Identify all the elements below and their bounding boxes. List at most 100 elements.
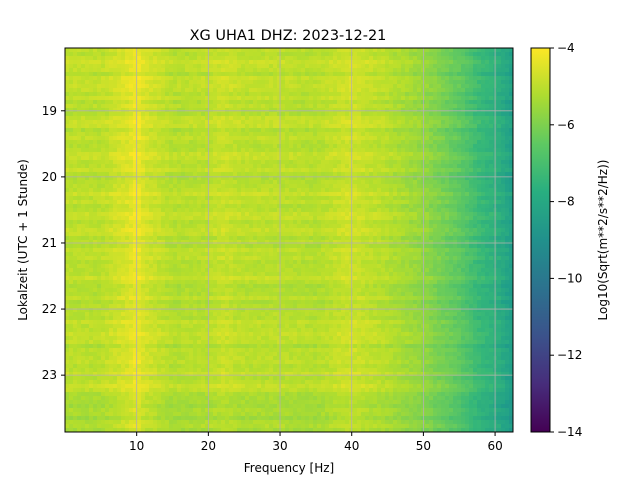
- heatmap-cell: [201, 80, 206, 85]
- heatmap-cell: [89, 52, 94, 57]
- heatmap-cell: [177, 216, 182, 221]
- heatmap-cell: [173, 192, 178, 197]
- heatmap-cell: [237, 144, 242, 149]
- heatmap-cell: [429, 196, 434, 201]
- heatmap-cell: [249, 60, 254, 65]
- heatmap-cell: [209, 116, 214, 121]
- heatmap-cell: [281, 196, 286, 201]
- heatmap-cell: [365, 48, 370, 53]
- heatmap-cell: [249, 148, 254, 153]
- heatmap-cell: [445, 60, 450, 65]
- heatmap-cell: [477, 52, 482, 57]
- heatmap-cell: [321, 112, 326, 117]
- heatmap-cell: [497, 116, 502, 121]
- heatmap-cell: [225, 164, 230, 169]
- heatmap-cell: [217, 140, 222, 145]
- heatmap-cell: [457, 180, 462, 185]
- heatmap-cell: [321, 56, 326, 61]
- heatmap-cell: [473, 100, 478, 105]
- heatmap-cell: [89, 88, 94, 93]
- heatmap-cell: [505, 148, 510, 153]
- heatmap-cell: [481, 140, 486, 145]
- heatmap-cell: [509, 212, 513, 217]
- heatmap-cell: [209, 68, 214, 73]
- heatmap-cell: [129, 188, 134, 193]
- heatmap-cell: [277, 160, 282, 165]
- heatmap-cell: [89, 172, 94, 177]
- heatmap-cell: [113, 84, 118, 89]
- heatmap-cell: [457, 212, 462, 217]
- heatmap-cell: [305, 212, 310, 217]
- heatmap-cell: [393, 124, 398, 129]
- heatmap-cell: [425, 144, 430, 149]
- heatmap-cell: [365, 172, 370, 177]
- heatmap-cell: [213, 88, 218, 93]
- heatmap-cell: [437, 148, 442, 153]
- heatmap-cell: [365, 64, 370, 69]
- heatmap-cell: [121, 220, 126, 225]
- heatmap-cell: [89, 184, 94, 189]
- heatmap-cell: [373, 148, 378, 153]
- heatmap-cell: [113, 188, 118, 193]
- heatmap-cell: [469, 100, 474, 105]
- heatmap-cell: [93, 60, 98, 65]
- heatmap-cell: [317, 152, 322, 157]
- heatmap-cell: [81, 104, 86, 109]
- heatmap-cell: [225, 192, 230, 197]
- heatmap-cell: [169, 132, 174, 137]
- heatmap-cell: [377, 152, 382, 157]
- heatmap-cell: [301, 144, 306, 149]
- heatmap-cell: [277, 92, 282, 97]
- heatmap-cell: [77, 80, 82, 85]
- heatmap-cell: [401, 200, 406, 205]
- heatmap-cell: [357, 88, 362, 93]
- heatmap-cell: [229, 144, 234, 149]
- heatmap-cell: [265, 108, 270, 113]
- heatmap-cell: [161, 108, 166, 113]
- heatmap-cell: [369, 140, 374, 145]
- heatmap-cell: [265, 132, 270, 137]
- heatmap-cell: [113, 136, 118, 141]
- heatmap-cell: [189, 132, 194, 137]
- heatmap-cell: [333, 80, 338, 85]
- heatmap-cell: [449, 200, 454, 205]
- heatmap-cell: [349, 152, 354, 157]
- heatmap-cell: [353, 152, 358, 157]
- heatmap-cell: [485, 84, 490, 89]
- heatmap-cell: [237, 88, 242, 93]
- heatmap-cell: [389, 164, 394, 169]
- heatmap-cell: [453, 124, 458, 129]
- heatmap-cell: [397, 148, 402, 153]
- heatmap-cell: [261, 172, 266, 177]
- heatmap-cell: [417, 216, 422, 221]
- heatmap-cell: [253, 152, 258, 157]
- heatmap-cell: [453, 164, 458, 169]
- heatmap-cell: [157, 80, 162, 85]
- heatmap-cell: [197, 176, 202, 181]
- heatmap-cell: [325, 88, 330, 93]
- heatmap-cell: [261, 52, 266, 57]
- heatmap-cell: [169, 64, 174, 69]
- heatmap-cell: [185, 112, 190, 117]
- heatmap-cell: [69, 76, 74, 81]
- heatmap-cell: [121, 224, 126, 229]
- heatmap-cell: [205, 140, 210, 145]
- heatmap-cell: [237, 148, 242, 153]
- heatmap-cell: [365, 216, 370, 221]
- heatmap-cell: [345, 128, 350, 133]
- heatmap-cell: [321, 204, 326, 209]
- heatmap-cell: [437, 136, 442, 141]
- heatmap-cell: [389, 212, 394, 217]
- heatmap-cell: [249, 92, 254, 97]
- heatmap-cell: [365, 200, 370, 205]
- heatmap-cell: [413, 104, 418, 109]
- heatmap-cell: [321, 220, 326, 225]
- heatmap-cell: [329, 120, 334, 125]
- heatmap-cell: [225, 216, 230, 221]
- heatmap-cell: [249, 184, 254, 189]
- heatmap-cell: [325, 108, 330, 113]
- heatmap-cell: [373, 80, 378, 85]
- heatmap-cell: [153, 92, 158, 97]
- heatmap-cell: [453, 188, 458, 193]
- heatmap-cell: [129, 84, 134, 89]
